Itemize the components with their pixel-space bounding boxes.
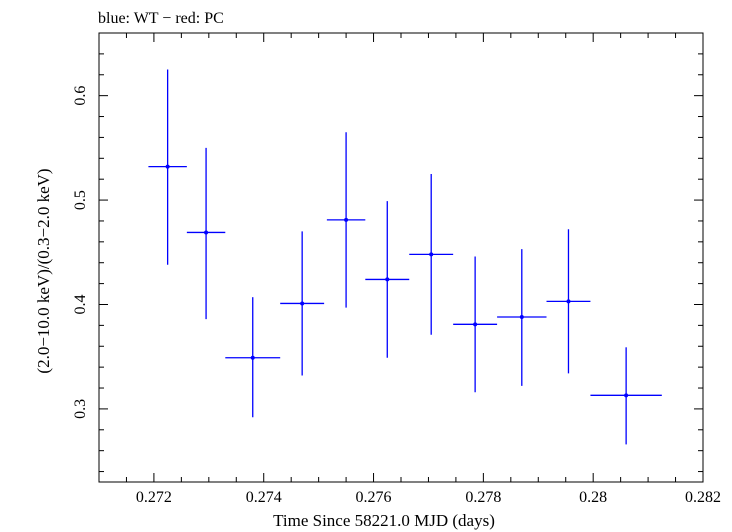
point-marker xyxy=(250,355,255,360)
plot-frame xyxy=(98,32,704,483)
point-marker xyxy=(473,322,478,327)
data-point xyxy=(225,297,281,418)
x-tick-labels: 0.272 0.274 0.276 0.278 0.28 0.282 xyxy=(136,489,721,506)
point-marker xyxy=(624,393,629,398)
y-axis-label: (2.0−10.0 keV)/(0.3−2.0 keV) xyxy=(34,168,53,373)
data-point xyxy=(280,231,325,376)
point-marker xyxy=(300,301,305,306)
data-point xyxy=(497,249,547,386)
data-point xyxy=(409,173,454,335)
x-tick-label: 0.272 xyxy=(136,489,172,506)
data-points xyxy=(148,69,662,445)
axis-ticks xyxy=(98,32,704,482)
x-tick-label: 0.274 xyxy=(246,489,282,506)
x-axis-label: Time Since 58221.0 MJD (days) xyxy=(273,511,495,530)
x-tick-label: 0.282 xyxy=(685,489,721,506)
point-marker xyxy=(519,315,524,320)
y-tick-label: 0.4 xyxy=(72,294,89,314)
y-tick-labels: 0.3 0.4 0.5 0.6 xyxy=(72,86,89,419)
point-marker xyxy=(429,252,434,257)
data-point xyxy=(326,132,366,308)
y-tick-label: 0.6 xyxy=(72,86,89,106)
data-point xyxy=(453,256,498,393)
x-tick-label: 0.276 xyxy=(356,489,392,506)
y-tick-label: 0.3 xyxy=(72,399,89,419)
point-marker xyxy=(385,277,390,282)
data-point xyxy=(148,69,187,265)
x-tick-label: 0.28 xyxy=(579,489,607,506)
chart-title: blue: WT − red: PC xyxy=(98,10,224,27)
point-marker xyxy=(165,164,170,169)
data-point xyxy=(186,147,226,320)
data-point xyxy=(590,347,662,445)
point-marker xyxy=(566,299,571,304)
data-point xyxy=(365,201,410,358)
data-point xyxy=(546,229,591,374)
x-tick-label: 0.278 xyxy=(465,489,501,506)
point-marker xyxy=(204,230,209,235)
y-tick-label: 0.5 xyxy=(72,190,89,210)
point-marker xyxy=(344,217,349,222)
